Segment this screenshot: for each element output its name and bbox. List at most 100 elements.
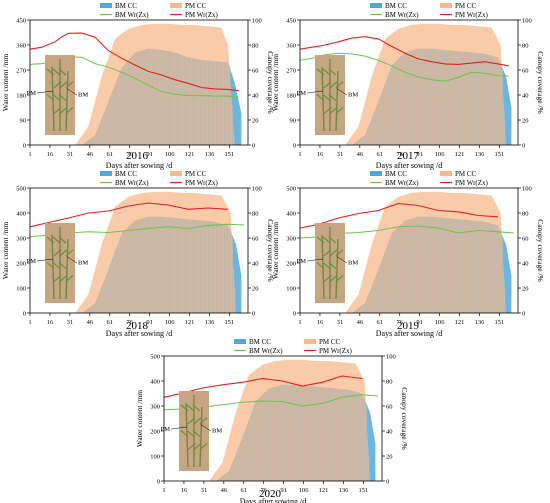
cc-bar	[133, 54, 135, 145]
cc-bar	[358, 140, 360, 145]
cc-bar	[419, 48, 421, 146]
cc-bar	[486, 222, 487, 313]
cc-bar	[443, 49, 445, 145]
cc-bar	[363, 396, 365, 481]
cc-bar	[194, 219, 196, 313]
cc-bar	[422, 48, 424, 146]
cc-bar	[232, 105, 233, 145]
cc-bar	[363, 136, 365, 145]
cc-bar	[440, 49, 442, 145]
cc-bar	[462, 51, 464, 145]
cc-bar	[197, 220, 199, 313]
cc-bar	[83, 312, 85, 313]
y-axis-label-left: Water content /mm	[1, 222, 10, 279]
cc-bar	[85, 142, 87, 145]
cc-bar	[133, 221, 135, 314]
y-right-tick-label: 80	[522, 42, 529, 49]
plot-frame	[29, 187, 249, 314]
x-tick-label: 76	[260, 487, 267, 494]
x-tick-label: 91	[416, 319, 423, 326]
cc-bar	[355, 310, 357, 313]
y-right-tick-label: 20	[386, 453, 393, 460]
y-left-tick-label: 90	[290, 117, 297, 124]
plant-leaf	[59, 274, 68, 282]
cc-bar	[141, 218, 143, 313]
cc-bar	[267, 389, 269, 482]
cc-bar	[326, 387, 328, 481]
pm-cc-area	[30, 23, 235, 145]
y-left-tick-label: 500	[286, 185, 296, 192]
cc-bar	[339, 388, 341, 481]
cc-bar	[496, 225, 498, 313]
legend-label-bm-cc: BM CC	[249, 338, 271, 346]
cc-bar	[93, 304, 95, 313]
cc-bar	[355, 142, 357, 145]
y-right-tick-label: 60	[522, 235, 529, 242]
x-tick-label: 106	[165, 151, 176, 158]
pm-wr-line	[163, 375, 363, 398]
x-tick-label: 61	[107, 319, 114, 326]
cc-bar	[186, 219, 188, 313]
pm-wr-line	[299, 202, 499, 229]
legend-swatch-bm-cc	[100, 171, 112, 176]
plant-leaf	[316, 262, 325, 270]
plant-leaf	[329, 274, 338, 282]
y-right-tick-label: 0	[252, 142, 255, 149]
y-right-tick-label: 20	[522, 285, 529, 292]
x-tick-label: 61	[241, 487, 248, 494]
cc-bar	[168, 217, 170, 313]
legend: BM CC PM CC BM Wr(Zx) PM Wr(Zx)	[100, 2, 219, 19]
cc-bar	[491, 55, 493, 145]
cc-bar	[275, 386, 277, 481]
cc-bar	[382, 258, 384, 313]
cc-bar	[160, 49, 162, 145]
x-tick-label: 121	[455, 319, 465, 326]
cc-bar	[283, 384, 285, 482]
plant-stem	[65, 238, 69, 300]
cc-bar	[234, 288, 236, 313]
cc-bar	[353, 312, 355, 313]
x-tick-label: 16	[47, 319, 54, 326]
cc-bar	[411, 218, 413, 313]
photo-label-bm: BM	[78, 92, 88, 99]
cc-bar	[451, 50, 453, 145]
cc-bar	[390, 68, 392, 145]
y-left-tick-label: 400	[286, 210, 296, 217]
x-tick-label: 46	[87, 151, 94, 158]
cc-bar	[385, 83, 386, 145]
cc-bar	[393, 231, 394, 314]
cc-bar	[355, 391, 357, 481]
photo-label-pm: PM	[161, 426, 171, 433]
y-left-tick-label: 0	[157, 478, 160, 485]
cc-bar	[208, 221, 209, 313]
cc-bar	[486, 54, 487, 145]
cc-bar	[112, 258, 114, 313]
y-right-tick-label: 60	[252, 235, 259, 242]
plant-leaf	[180, 430, 189, 438]
plant-leaf	[65, 81, 74, 89]
photo-label-bm: BM	[348, 260, 358, 267]
cc-bar	[238, 447, 240, 481]
cc-bar	[382, 90, 384, 145]
photo-label-bm: BM	[212, 428, 222, 435]
cc-bar	[361, 306, 362, 313]
cc-bar	[385, 251, 386, 313]
cc-bar	[281, 385, 282, 481]
photo-pointer-bm	[66, 88, 78, 96]
x-tick-label: 91	[146, 319, 153, 326]
cc-bar	[504, 120, 506, 145]
cc-bar	[262, 394, 264, 482]
cc-bar	[197, 59, 199, 146]
plot-frame	[299, 19, 519, 146]
x-tick-label: 31	[337, 319, 344, 326]
x-tick-label: 121	[455, 151, 465, 158]
cc-bar	[205, 60, 207, 145]
cc-bar	[147, 217, 148, 313]
cc-bar	[131, 57, 132, 145]
cc-bar	[368, 456, 370, 481]
cc-bar	[304, 385, 306, 481]
y-left-tick-label: 180	[286, 92, 296, 99]
cc-bar	[109, 97, 111, 145]
cc-bar	[144, 49, 146, 145]
y-right-tick-label: 20	[522, 117, 529, 124]
